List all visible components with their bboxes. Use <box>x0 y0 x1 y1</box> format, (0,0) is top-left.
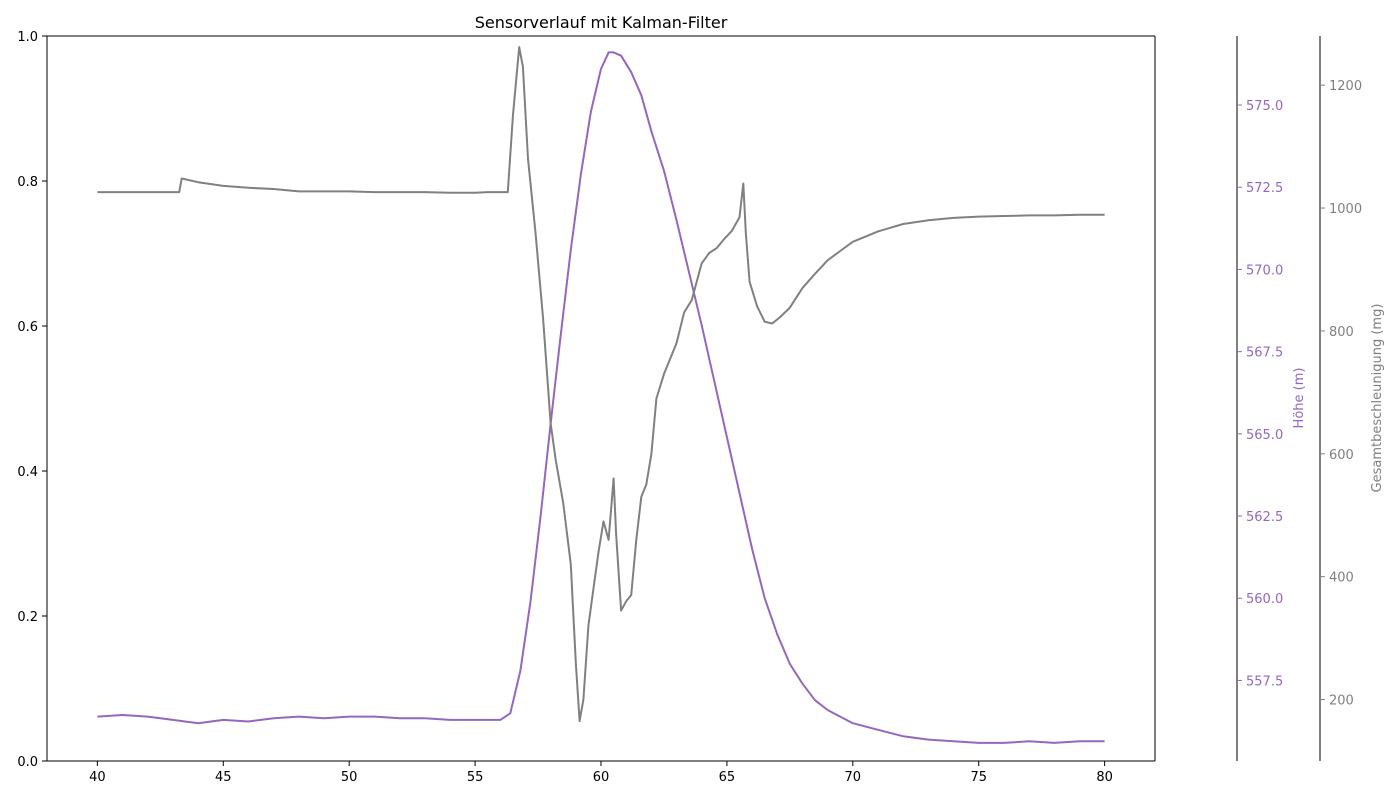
hoehe-tick-label: 570.0 <box>1246 263 1283 278</box>
hoehe-axis-label: Höhe (m) <box>1292 368 1307 429</box>
y-tick-label: 0.8 <box>17 175 38 190</box>
hoehe-tick-label: 567.5 <box>1246 346 1283 361</box>
x-tick-label: 75 <box>970 770 987 785</box>
x-tick-label: 60 <box>593 770 610 785</box>
x-tick-label: 40 <box>89 770 106 785</box>
beschleunigung-series-line <box>97 46 1105 723</box>
beschleunigung-tick-label: 600 <box>1329 448 1354 463</box>
hoehe-tick-label: 557.5 <box>1246 674 1283 689</box>
y-tick-label: 1.0 <box>17 30 38 45</box>
hoehe-series-line <box>97 51 1105 744</box>
hoehe-tick-label: 565.0 <box>1246 428 1283 443</box>
beschleunigung-tick-label: 400 <box>1329 571 1354 586</box>
y-axis-hoehe: 557.5 560.0 562.5 565.0 567.5 570.0 572.5 575.0 <box>1237 99 1283 689</box>
beschleunigung-tick-label: 200 <box>1329 694 1354 709</box>
y-tick-label: 0.4 <box>17 465 38 480</box>
x-tick-label: 65 <box>719 770 736 785</box>
y-axis-beschleunigung: 200 400 600 800 1000 1200 <box>1320 79 1362 709</box>
y-axis-left: 0.0 0.2 0.4 0.6 0.8 1.0 <box>17 30 47 770</box>
y-tick-label: 0.0 <box>17 755 38 770</box>
plot-background <box>47 36 1155 761</box>
hoehe-tick-label: 572.5 <box>1246 181 1283 196</box>
chart-title: Sensorverlauf mit Kalman-Filter <box>475 13 728 32</box>
beschleunigung-axis-label: Gesamtbeschleunigung (mg) <box>1370 304 1385 493</box>
series-layer <box>97 46 1105 744</box>
x-tick-label: 50 <box>341 770 358 785</box>
x-tick-label: 70 <box>845 770 862 785</box>
y-tick-label: 0.6 <box>17 320 38 335</box>
x-tick-label: 45 <box>215 770 232 785</box>
hoehe-tick-label: 562.5 <box>1246 510 1283 525</box>
x-tick-label: 80 <box>1096 770 1113 785</box>
beschleunigung-tick-label: 1200 <box>1329 79 1362 94</box>
x-axis: 40 45 50 55 60 65 70 75 80 <box>89 761 1113 785</box>
x-tick-label: 55 <box>467 770 484 785</box>
beschleunigung-tick-label: 1000 <box>1329 202 1362 217</box>
y-tick-label: 0.2 <box>17 610 38 625</box>
beschleunigung-tick-label: 800 <box>1329 325 1354 340</box>
hoehe-tick-label: 575.0 <box>1246 99 1283 114</box>
hoehe-tick-label: 560.0 <box>1246 592 1283 607</box>
